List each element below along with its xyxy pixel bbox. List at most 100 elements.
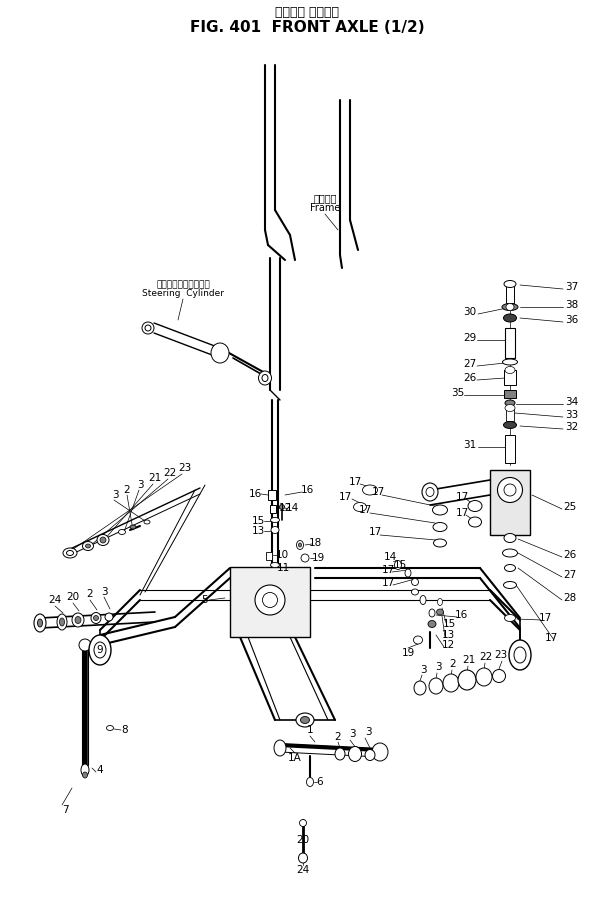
Ellipse shape bbox=[422, 483, 438, 501]
Ellipse shape bbox=[298, 543, 301, 547]
Text: 38: 38 bbox=[565, 300, 578, 310]
Ellipse shape bbox=[60, 618, 65, 626]
Ellipse shape bbox=[81, 764, 89, 776]
Text: 19: 19 bbox=[402, 648, 415, 658]
Text: 2: 2 bbox=[335, 732, 341, 742]
Text: 10: 10 bbox=[276, 550, 288, 560]
Ellipse shape bbox=[91, 612, 101, 623]
Ellipse shape bbox=[469, 517, 482, 527]
Ellipse shape bbox=[420, 595, 426, 604]
Ellipse shape bbox=[476, 668, 492, 686]
Text: 16: 16 bbox=[248, 489, 261, 499]
Ellipse shape bbox=[505, 400, 515, 406]
Ellipse shape bbox=[414, 681, 426, 695]
Text: ステアリングシリンダ: ステアリングシリンダ bbox=[156, 280, 210, 289]
Text: 14: 14 bbox=[285, 503, 299, 513]
Ellipse shape bbox=[437, 599, 443, 605]
Text: 17: 17 bbox=[455, 492, 469, 502]
Ellipse shape bbox=[437, 609, 443, 615]
Text: 15: 15 bbox=[442, 619, 456, 629]
Ellipse shape bbox=[411, 579, 418, 585]
Text: 30: 30 bbox=[464, 307, 477, 317]
Text: 25: 25 bbox=[563, 502, 576, 512]
Ellipse shape bbox=[504, 533, 516, 542]
Ellipse shape bbox=[429, 678, 443, 694]
Text: 23: 23 bbox=[178, 463, 192, 473]
Text: 32: 32 bbox=[565, 422, 578, 432]
Ellipse shape bbox=[504, 581, 517, 589]
Ellipse shape bbox=[394, 561, 402, 570]
Text: 37: 37 bbox=[565, 282, 578, 292]
Ellipse shape bbox=[279, 504, 285, 510]
Text: 20: 20 bbox=[296, 835, 309, 845]
Ellipse shape bbox=[505, 405, 515, 411]
Text: 29: 29 bbox=[463, 333, 477, 343]
Text: 23: 23 bbox=[494, 650, 507, 660]
Text: 3: 3 bbox=[419, 665, 426, 675]
Ellipse shape bbox=[82, 772, 87, 778]
Text: 15: 15 bbox=[394, 560, 407, 570]
Text: フレーム: フレーム bbox=[313, 193, 337, 203]
Text: 16: 16 bbox=[300, 485, 314, 495]
Ellipse shape bbox=[514, 647, 526, 663]
Text: 33: 33 bbox=[565, 410, 578, 420]
Ellipse shape bbox=[502, 304, 518, 310]
Text: 3: 3 bbox=[349, 729, 355, 739]
Text: 26: 26 bbox=[563, 550, 576, 560]
Ellipse shape bbox=[502, 359, 517, 365]
Ellipse shape bbox=[504, 421, 517, 429]
Text: 3: 3 bbox=[365, 727, 371, 737]
Ellipse shape bbox=[105, 613, 113, 621]
Ellipse shape bbox=[349, 746, 362, 762]
Ellipse shape bbox=[262, 375, 268, 381]
Text: 3: 3 bbox=[112, 490, 118, 500]
Text: 3: 3 bbox=[101, 587, 107, 597]
Ellipse shape bbox=[429, 609, 435, 617]
Text: 17: 17 bbox=[371, 487, 384, 497]
Ellipse shape bbox=[300, 820, 306, 826]
Ellipse shape bbox=[106, 725, 114, 731]
Bar bbox=[504, 390, 516, 398]
Text: 9: 9 bbox=[97, 645, 103, 655]
Ellipse shape bbox=[433, 522, 447, 531]
Ellipse shape bbox=[57, 614, 67, 630]
Ellipse shape bbox=[493, 670, 506, 682]
Ellipse shape bbox=[258, 371, 271, 385]
Ellipse shape bbox=[82, 541, 93, 551]
Text: 4: 4 bbox=[97, 765, 103, 775]
Bar bbox=[506, 285, 514, 303]
Ellipse shape bbox=[301, 554, 309, 562]
Ellipse shape bbox=[72, 613, 84, 627]
Ellipse shape bbox=[505, 367, 515, 373]
Bar bbox=[505, 435, 515, 463]
Ellipse shape bbox=[271, 527, 279, 533]
Text: 11: 11 bbox=[276, 563, 290, 573]
Text: 17: 17 bbox=[348, 477, 362, 487]
Ellipse shape bbox=[405, 569, 411, 577]
Ellipse shape bbox=[94, 642, 106, 658]
Text: FIG. 401  FRONT AXLE (1/2): FIG. 401 FRONT AXLE (1/2) bbox=[189, 21, 424, 35]
Text: 17: 17 bbox=[381, 578, 395, 588]
Ellipse shape bbox=[298, 853, 308, 863]
Ellipse shape bbox=[506, 304, 514, 310]
Ellipse shape bbox=[34, 614, 46, 632]
Ellipse shape bbox=[306, 777, 314, 786]
Text: 2: 2 bbox=[124, 485, 130, 495]
Bar bbox=[268, 490, 276, 500]
Ellipse shape bbox=[301, 716, 309, 723]
Text: 17: 17 bbox=[359, 505, 371, 515]
Ellipse shape bbox=[504, 484, 516, 496]
Ellipse shape bbox=[255, 585, 285, 615]
Text: 24: 24 bbox=[49, 595, 62, 605]
Ellipse shape bbox=[89, 635, 111, 665]
Ellipse shape bbox=[142, 322, 154, 334]
Ellipse shape bbox=[432, 505, 448, 515]
Text: 3: 3 bbox=[435, 662, 442, 672]
Ellipse shape bbox=[79, 639, 91, 651]
Bar bbox=[230, 567, 310, 637]
Ellipse shape bbox=[75, 616, 81, 623]
Ellipse shape bbox=[335, 748, 345, 760]
Text: 22: 22 bbox=[479, 652, 493, 662]
Ellipse shape bbox=[426, 488, 434, 497]
Ellipse shape bbox=[63, 548, 77, 558]
